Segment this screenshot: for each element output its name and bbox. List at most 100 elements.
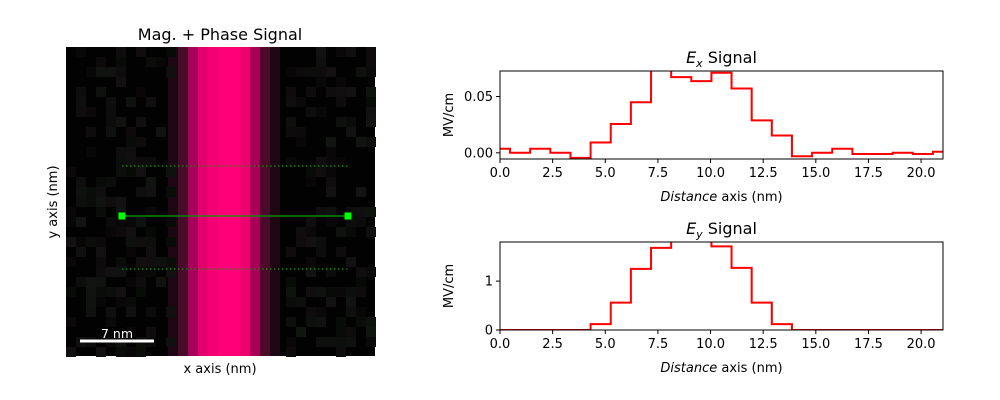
noise-pixel — [116, 167, 126, 177]
noise-pixel — [96, 57, 106, 67]
line-profile-start-handle[interactable] — [118, 212, 126, 220]
noise-pixel — [286, 127, 296, 137]
x-tick-label: 20.0 — [907, 166, 936, 181]
noise-pixel — [346, 287, 356, 297]
noise-pixel — [346, 297, 356, 307]
noise-pixel — [286, 87, 296, 97]
noise-pixel — [326, 187, 336, 197]
noise-pixel — [286, 297, 296, 307]
noise-pixel — [306, 287, 316, 297]
noise-pixel — [146, 257, 156, 267]
noise-pixel — [166, 267, 176, 277]
noise-pixel — [346, 117, 356, 127]
noise-pixel — [306, 107, 316, 117]
noise-pixel — [296, 297, 306, 307]
noise-pixel — [356, 317, 366, 327]
noise-pixel — [286, 277, 296, 287]
stripe-column — [240, 47, 250, 356]
noise-pixel — [316, 207, 326, 217]
noise-pixel — [76, 187, 86, 197]
noise-pixel — [136, 187, 146, 197]
x-tick-label: 17.5 — [854, 337, 883, 352]
noise-pixel — [86, 237, 96, 247]
x-tick-label: 7.5 — [648, 166, 669, 181]
noise-pixel — [156, 127, 166, 137]
line-profile-end-handle[interactable] — [344, 212, 352, 220]
noise-pixel — [116, 117, 126, 127]
noise-pixel — [116, 227, 126, 237]
noise-pixel — [286, 117, 296, 127]
noise-pixel — [106, 97, 116, 107]
noise-pixel — [316, 157, 326, 167]
noise-pixel — [136, 287, 146, 297]
noise-pixel — [166, 167, 176, 177]
noise-pixel — [286, 287, 296, 297]
image-y-label: y axis (nm) — [46, 165, 61, 238]
ex-signal-chart: Ex Signal 0.0 2.5 5.0 7.5 10.0 12.5 15.0 17.5 20.… — [442, 48, 944, 205]
noise-pixel — [116, 347, 126, 357]
noise-pixel — [136, 347, 146, 357]
x-tick-label: 2.5 — [542, 337, 563, 352]
noise-pixel — [146, 227, 156, 237]
noise-pixel — [146, 237, 156, 247]
noise-pixel — [96, 187, 106, 197]
noise-pixel — [126, 347, 136, 357]
noise-pixel — [86, 127, 96, 137]
noise-pixel — [66, 287, 76, 297]
noise-pixel — [286, 317, 296, 327]
noise-pixel — [126, 227, 136, 237]
noise-pixel — [166, 187, 176, 197]
noise-pixel — [356, 67, 366, 77]
noise-pixel — [336, 157, 346, 167]
noise-pixel — [76, 217, 86, 227]
noise-pixel — [296, 67, 306, 77]
y-axis-label: MV/cm — [442, 93, 457, 137]
noise-pixel — [316, 317, 326, 327]
noise-pixel — [326, 147, 336, 157]
noise-pixel — [126, 237, 136, 247]
noise-pixel — [356, 207, 366, 217]
noise-pixel — [366, 327, 376, 337]
stripe-column — [198, 47, 208, 356]
noise-pixel — [116, 47, 126, 57]
noise-pixel — [326, 157, 336, 167]
noise-pixel — [136, 137, 146, 147]
noise-pixel — [86, 297, 96, 307]
y-tick-label: 0 — [485, 324, 493, 339]
noise-pixel — [316, 237, 326, 247]
noise-pixel — [76, 197, 86, 207]
noise-pixel — [366, 87, 376, 97]
stripe-column — [260, 47, 270, 356]
noise-pixel — [286, 157, 296, 167]
noise-pixel — [116, 67, 126, 77]
signal-step-line — [500, 71, 943, 159]
noise-pixel — [116, 147, 126, 157]
x-tick-label: 7.5 — [648, 337, 669, 352]
noise-pixel — [336, 77, 346, 87]
noise-pixel — [296, 227, 306, 237]
noise-pixel — [146, 247, 156, 257]
noise-pixel — [126, 127, 136, 137]
noise-pixel — [336, 347, 346, 357]
noise-pixel — [66, 167, 76, 177]
noise-pixel — [76, 177, 86, 187]
noise-pixel — [96, 267, 106, 277]
noise-pixel — [356, 187, 366, 197]
noise-pixel — [366, 137, 376, 147]
noise-pixel — [316, 167, 326, 177]
noise-pixel — [126, 307, 136, 317]
noise-pixel — [326, 337, 336, 347]
noise-pixel — [146, 177, 156, 187]
noise-pixel — [116, 57, 126, 67]
noise-pixel — [96, 277, 106, 287]
noise-pixel — [166, 47, 176, 57]
noise-pixel — [336, 317, 346, 327]
magnetic-stripe — [168, 47, 280, 356]
noise-pixel — [166, 307, 176, 317]
noise-pixel — [336, 287, 346, 297]
stripe-column — [250, 47, 260, 356]
noise-pixel — [156, 277, 166, 287]
noise-pixel — [66, 207, 76, 217]
noise-pixel — [346, 217, 356, 227]
noise-pixel — [356, 137, 366, 147]
